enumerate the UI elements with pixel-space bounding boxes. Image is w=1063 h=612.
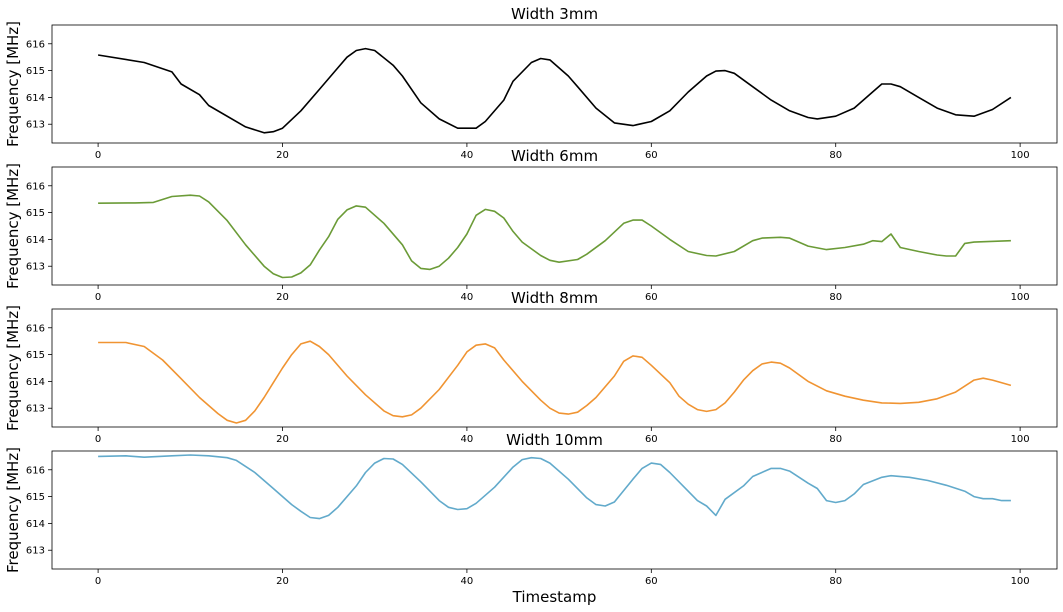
x-tick-label: 80 [829, 150, 842, 161]
x-tick-label: 0 [95, 292, 101, 303]
x-tick-label: 100 [1011, 292, 1030, 303]
plot-frame [51, 450, 1058, 570]
x-tick-label: 20 [276, 292, 289, 303]
x-tick-label: 60 [645, 150, 658, 161]
x-axis-label: Timestamp [512, 588, 597, 606]
y-axis-label: Frequency [MHz] [4, 447, 22, 573]
y-tick-label: 614 [26, 519, 45, 530]
x-tick-label: 100 [1011, 576, 1030, 587]
y-tick-label: 613 [26, 120, 45, 131]
y-axis-label: Frequency [MHz] [4, 163, 22, 289]
y-tick-label: 615 [26, 350, 45, 361]
y-tick-label: 616 [26, 465, 45, 476]
series-line [97, 47, 1012, 134]
plot-frame [51, 24, 1058, 144]
x-tick-label: 40 [461, 576, 474, 587]
y-tick-label: 615 [26, 66, 45, 77]
x-tick-label: 60 [645, 576, 658, 587]
series-line [98, 340, 1012, 424]
x-tick-label: 20 [276, 434, 289, 445]
x-tick-label: 40 [461, 150, 474, 161]
y-tick-label: 616 [26, 181, 45, 192]
y-tick-label: 616 [26, 323, 45, 334]
x-tick-label: 0 [95, 150, 101, 161]
subplot-title: Width 8mm [511, 289, 598, 307]
subplot-2: 0 20 40 60 80 100 613 614 615 616 Width 6mm Frequen… [4, 147, 1058, 303]
x-tick-label: 80 [829, 292, 842, 303]
x-tick-label: 0 [95, 576, 101, 587]
y-tick-label: 613 [26, 546, 45, 557]
y-tick-label: 615 [26, 492, 45, 503]
y-axis-label: Frequency [MHz] [4, 21, 22, 147]
subplot-4: 0 20 40 60 80 100 613 614 615 616 Width 10mm Freque… [4, 431, 1058, 606]
y-tick-label: 616 [26, 39, 45, 50]
subplot-title: Width 10mm [506, 431, 603, 449]
subplot-1: 0 20 40 60 80 100 613 614 615 616 Width 3mm Frequen… [4, 5, 1058, 161]
x-tick-label: 0 [95, 434, 101, 445]
x-tick-label: 80 [829, 434, 842, 445]
x-tick-label: 20 [276, 150, 289, 161]
y-tick-label: 615 [26, 208, 45, 219]
plot-frame [51, 308, 1058, 428]
x-tick-label: 80 [829, 576, 842, 587]
x-tick-label: 100 [1011, 434, 1030, 445]
y-tick-label: 614 [26, 235, 45, 246]
subplot-3: 0 20 40 60 80 100 613 614 615 616 Width 8mm Frequen… [4, 289, 1058, 445]
y-tick-label: 614 [26, 93, 45, 104]
x-tick-label: 100 [1011, 150, 1030, 161]
y-axis-label: Frequency [MHz] [4, 305, 22, 431]
x-tick-label: 60 [645, 292, 658, 303]
y-tick-label: 614 [26, 377, 45, 388]
y-tick-label: 613 [26, 262, 45, 273]
x-tick-label: 20 [276, 576, 289, 587]
subplot-title: Width 3mm [511, 5, 598, 23]
x-tick-label: 40 [461, 292, 474, 303]
series-line [98, 454, 1011, 520]
x-tick-label: 60 [645, 434, 658, 445]
subplot-title: Width 6mm [511, 147, 598, 165]
series-line [98, 194, 1011, 279]
x-tick-label: 40 [461, 434, 474, 445]
y-tick-label: 613 [26, 404, 45, 415]
plot-frame [51, 166, 1058, 286]
